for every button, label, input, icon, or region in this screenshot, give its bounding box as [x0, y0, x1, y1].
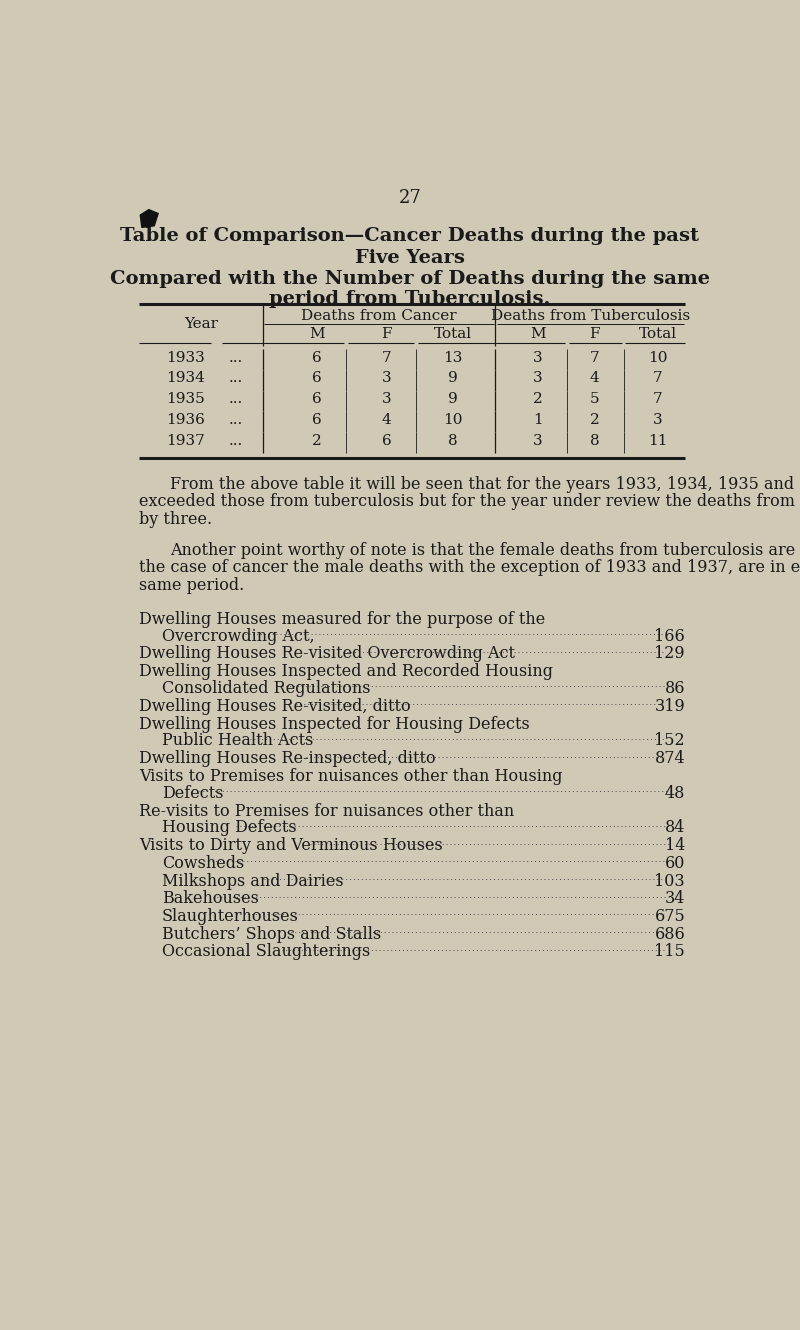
Text: 3: 3	[533, 351, 542, 364]
Text: 1933: 1933	[166, 351, 205, 364]
Text: Dwelling Houses Inspected and Recorded Housing: Dwelling Houses Inspected and Recorded H…	[138, 664, 553, 680]
Text: 27: 27	[398, 189, 422, 207]
Text: Re-visits to Premises for nuisances other than: Re-visits to Premises for nuisances othe…	[138, 802, 514, 819]
Text: 7: 7	[653, 371, 663, 386]
Text: Deaths from Tuberculosis: Deaths from Tuberculosis	[490, 309, 690, 323]
Text: 115: 115	[654, 943, 685, 960]
Text: period from Tuberculosis.: period from Tuberculosis.	[270, 290, 550, 309]
Text: Total: Total	[639, 327, 677, 342]
Text: by three.: by three.	[138, 511, 212, 528]
Text: 14: 14	[665, 837, 685, 854]
Text: 3: 3	[653, 412, 663, 427]
Text: M: M	[309, 327, 325, 342]
Text: Housing Defects: Housing Defects	[162, 819, 297, 837]
Text: F: F	[382, 327, 392, 342]
Text: Dwelling Houses Re-inspected, ditto: Dwelling Houses Re-inspected, ditto	[138, 750, 435, 767]
Text: 13: 13	[443, 351, 462, 364]
Text: Occasional Slaughterings: Occasional Slaughterings	[162, 943, 370, 960]
Text: Cowsheds: Cowsheds	[162, 855, 244, 872]
Text: 34: 34	[665, 890, 685, 907]
Text: 48: 48	[665, 785, 685, 802]
Text: Dwelling Houses measured for the purpose of the: Dwelling Houses measured for the purpose…	[138, 610, 545, 628]
Text: Dwelling Houses Re-visited Overcrowding Act: Dwelling Houses Re-visited Overcrowding …	[138, 645, 514, 662]
Text: 5: 5	[590, 392, 599, 406]
Text: Total: Total	[434, 327, 472, 342]
Text: 7: 7	[653, 392, 663, 406]
Text: 9: 9	[448, 392, 458, 406]
Text: 86: 86	[665, 680, 685, 697]
Text: 4: 4	[382, 412, 392, 427]
Text: 166: 166	[654, 628, 685, 645]
Text: 4: 4	[590, 371, 599, 386]
Text: ...: ...	[229, 351, 242, 364]
Text: 1935: 1935	[166, 392, 205, 406]
Text: 60: 60	[665, 855, 685, 872]
Text: 3: 3	[382, 371, 391, 386]
Text: ...: ...	[229, 371, 242, 386]
Text: Dwelling Houses Inspected for Housing Defects: Dwelling Houses Inspected for Housing De…	[138, 716, 530, 733]
Text: Defects: Defects	[162, 785, 223, 802]
Text: 3: 3	[533, 371, 542, 386]
Text: 8: 8	[590, 434, 599, 448]
Text: 7: 7	[590, 351, 599, 364]
Text: 2: 2	[590, 412, 599, 427]
Text: the case of cancer the male deaths with the exception of 1933 and 1937, are in e: the case of cancer the male deaths with …	[138, 559, 800, 576]
Text: Five Years: Five Years	[355, 249, 465, 267]
Text: ...: ...	[229, 412, 242, 427]
Text: 6: 6	[312, 392, 322, 406]
Text: 1937: 1937	[166, 434, 205, 448]
Text: exceeded those from tuberculosis but for the year under review the deaths from t: exceeded those from tuberculosis but for…	[138, 493, 800, 511]
Text: Overcrowding Act,: Overcrowding Act,	[162, 628, 314, 645]
Text: ...: ...	[229, 434, 242, 448]
Text: Dwelling Houses Re-visited, ditto: Dwelling Houses Re-visited, ditto	[138, 698, 410, 714]
Text: 874: 874	[654, 750, 685, 767]
Text: M: M	[530, 327, 546, 342]
Text: 3: 3	[533, 434, 542, 448]
Polygon shape	[140, 210, 158, 227]
Text: 129: 129	[654, 645, 685, 662]
Text: From the above table it will be seen that for the years 1933, 1934, 1935 and 193: From the above table it will be seen tha…	[170, 476, 800, 493]
Text: Butchers’ Shops and Stalls: Butchers’ Shops and Stalls	[162, 926, 382, 943]
Text: 7: 7	[382, 351, 391, 364]
Text: Another point worthy of note is that the female deaths from tuberculosis are hig: Another point worthy of note is that the…	[170, 541, 800, 559]
Text: 11: 11	[648, 434, 668, 448]
Text: 1: 1	[533, 412, 542, 427]
Text: 103: 103	[654, 872, 685, 890]
Text: 8: 8	[448, 434, 458, 448]
Text: same period.: same period.	[138, 577, 244, 593]
Text: F: F	[589, 327, 600, 342]
Text: 2: 2	[312, 434, 322, 448]
Text: 675: 675	[654, 908, 685, 926]
Text: Consolidated Regulations: Consolidated Regulations	[162, 680, 370, 697]
Text: 9: 9	[448, 371, 458, 386]
Text: 6: 6	[312, 412, 322, 427]
Text: Bakehouses: Bakehouses	[162, 890, 259, 907]
Text: 1934: 1934	[166, 371, 205, 386]
Text: Visits to Premises for nuisances other than Housing: Visits to Premises for nuisances other t…	[138, 767, 562, 785]
Text: 686: 686	[654, 926, 685, 943]
Text: 1936: 1936	[166, 412, 205, 427]
Text: Milkshops and Dairies: Milkshops and Dairies	[162, 872, 344, 890]
Text: 319: 319	[654, 698, 685, 714]
Text: Deaths from Cancer: Deaths from Cancer	[301, 309, 457, 323]
Text: Compared with the Number of Deaths during the same: Compared with the Number of Deaths durin…	[110, 270, 710, 287]
Text: 10: 10	[443, 412, 462, 427]
Text: Table of Comparison—Cancer Deaths during the past: Table of Comparison—Cancer Deaths during…	[121, 227, 699, 245]
Text: Public Health Acts: Public Health Acts	[162, 733, 314, 750]
Text: 6: 6	[312, 351, 322, 364]
Text: 6: 6	[382, 434, 392, 448]
Text: Slaughterhouses: Slaughterhouses	[162, 908, 299, 926]
Text: 84: 84	[665, 819, 685, 837]
Text: Visits to Dirty and Verminous Houses: Visits to Dirty and Verminous Houses	[138, 837, 442, 854]
Text: 10: 10	[648, 351, 668, 364]
Text: 152: 152	[654, 733, 685, 750]
Text: 3: 3	[382, 392, 391, 406]
Text: Year: Year	[184, 317, 218, 331]
Text: ...: ...	[229, 392, 242, 406]
Text: 2: 2	[533, 392, 542, 406]
Text: 6: 6	[312, 371, 322, 386]
